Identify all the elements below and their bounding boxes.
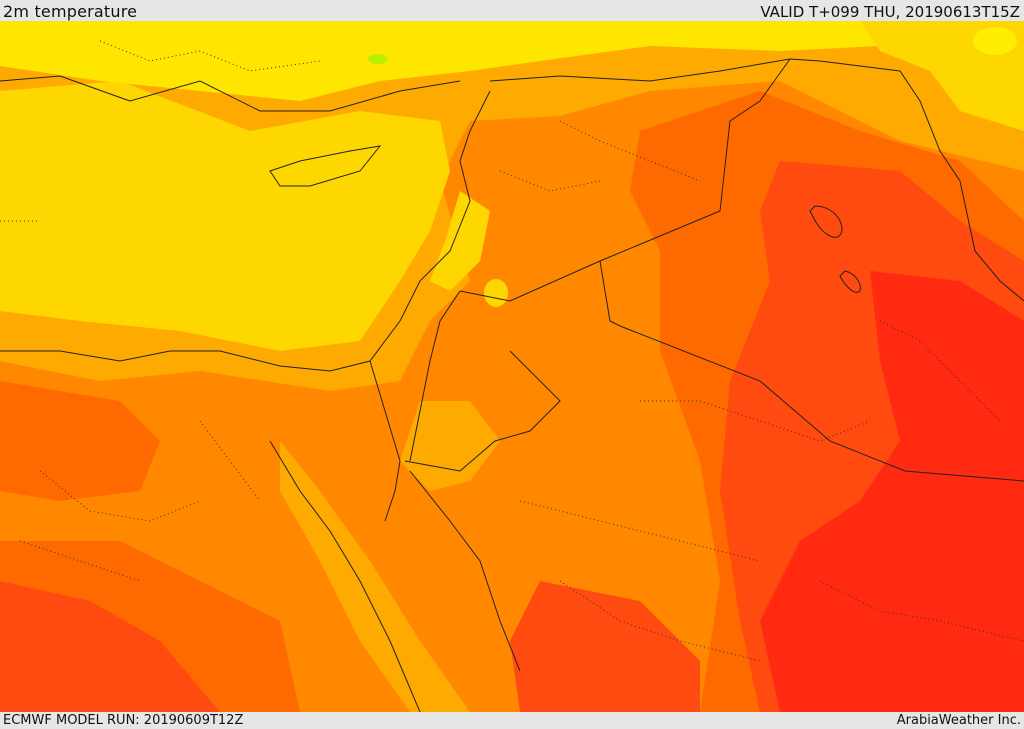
field-zone-yellow-orange-jordan xyxy=(400,401,500,491)
model-run: ECMWF MODEL RUN: 20190609T12Z xyxy=(3,713,244,728)
map-header: 2m temperature VALID T+099 THU, 20190613… xyxy=(0,0,1024,21)
field-zone-yellow-spot xyxy=(484,279,508,307)
field-zone-yellow-levant xyxy=(430,191,490,291)
temperature-map xyxy=(0,21,1024,712)
field-zone-yellow-north xyxy=(0,21,900,101)
field-zone-yellow-sea xyxy=(0,81,450,351)
credit: ArabiaWeather Inc. xyxy=(896,713,1021,728)
province-boundaries xyxy=(0,40,1024,662)
country-boundaries xyxy=(0,58,1024,712)
map-title: 2m temperature xyxy=(3,2,138,21)
field-zone-green-trace xyxy=(368,54,388,64)
temperature-field xyxy=(0,21,1024,712)
field-zone-pale-yellow xyxy=(973,27,1017,55)
valid-time: VALID T+099 THU, 20190613T15Z xyxy=(760,3,1020,21)
field-zone-red-core xyxy=(760,271,1024,712)
field-zone-red-orange-southwest xyxy=(0,581,220,712)
field-zone-red-sea xyxy=(280,441,470,712)
field-zone-red-orange-south xyxy=(510,581,700,712)
map-footer: ECMWF MODEL RUN: 20190609T12Z ArabiaWeat… xyxy=(0,712,1024,729)
